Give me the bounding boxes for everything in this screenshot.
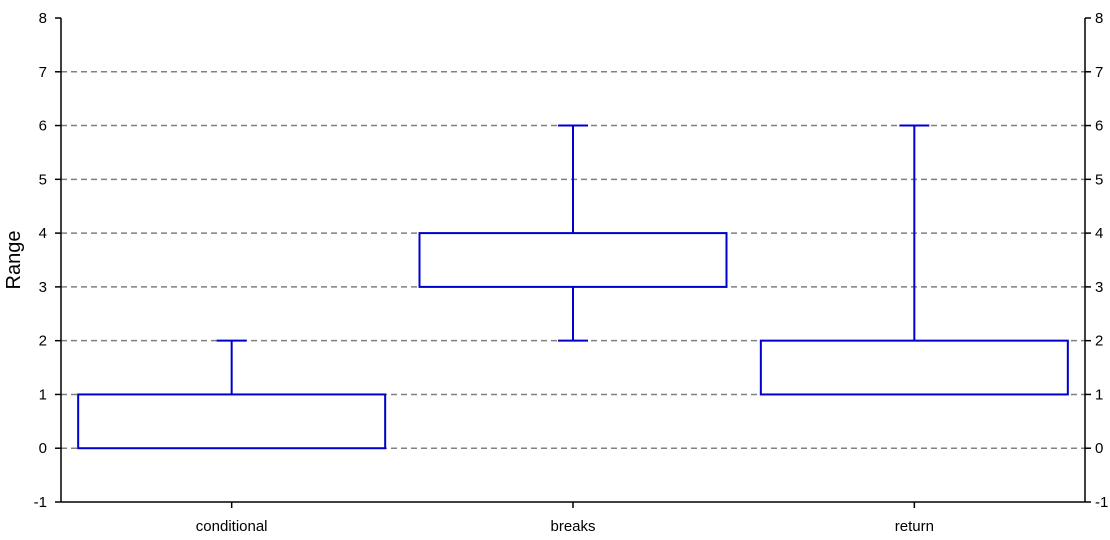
y-tick-label-right: -1 <box>1095 494 1108 511</box>
y-tick-label-right: 6 <box>1095 118 1103 135</box>
y-tick-label-right: 7 <box>1095 64 1103 81</box>
box-body <box>77 393 387 450</box>
box-body <box>759 339 1069 396</box>
y-tick-label-left: 6 <box>39 118 47 135</box>
y-tick-label-left: 7 <box>39 64 47 81</box>
labels: Range -1 -1 0 0 1 1 2 2 3 3 4 4 5 5 6 6 7 7 8 8 conditional b… <box>3 10 1108 535</box>
y-tick-label-left: 2 <box>39 333 47 350</box>
y-tick-label-right: 1 <box>1095 386 1103 403</box>
y-tick-label-right: 5 <box>1095 171 1103 188</box>
y-tick-label-right: 0 <box>1095 440 1103 457</box>
y-tick-label-left: 4 <box>39 225 47 242</box>
y-tick-label-left: 5 <box>39 171 47 188</box>
box-conditional <box>77 339 387 450</box>
y-tick-label-left: 3 <box>39 279 47 296</box>
box-return <box>759 124 1069 396</box>
y-tick-label-left: 8 <box>39 10 47 27</box>
y-tick-label-left: 1 <box>39 386 47 403</box>
y-axis-title: Range <box>3 231 25 290</box>
x-tick-label: return <box>895 518 934 535</box>
boxes <box>77 124 1069 450</box>
x-tick-label: conditional <box>196 518 268 535</box>
y-tick-label-right: 4 <box>1095 225 1103 242</box>
y-tick-label-right: 2 <box>1095 333 1103 350</box>
x-tick-label: breaks <box>550 518 595 535</box>
box-breaks <box>418 124 728 342</box>
y-tick-label-left: -1 <box>34 494 47 511</box>
y-tick-label-right: 8 <box>1095 10 1103 27</box>
y-tick-label-left: 0 <box>39 440 47 457</box>
y-tick-label-right: 3 <box>1095 279 1103 296</box>
axes <box>55 17 1091 508</box>
box-body <box>418 232 728 288</box>
